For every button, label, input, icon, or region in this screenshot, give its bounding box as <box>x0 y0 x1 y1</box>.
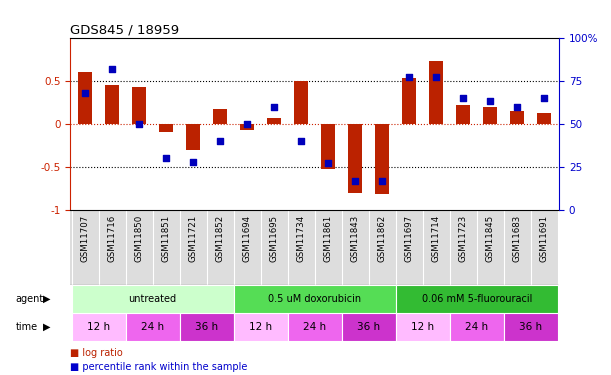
Bar <box>233 285 396 313</box>
Text: GSM11697: GSM11697 <box>404 214 414 262</box>
Bar <box>133 87 146 124</box>
Point <box>108 66 117 72</box>
Text: ▶: ▶ <box>43 322 50 332</box>
Bar <box>456 105 470 124</box>
Text: GSM11714: GSM11714 <box>432 214 441 262</box>
Text: agent: agent <box>15 294 43 304</box>
Bar <box>342 313 396 341</box>
Bar <box>213 109 227 124</box>
Bar <box>375 124 389 195</box>
Bar <box>538 112 551 124</box>
Text: GSM11850: GSM11850 <box>134 214 144 262</box>
Text: GDS845 / 18959: GDS845 / 18959 <box>70 23 180 36</box>
Point <box>485 98 495 104</box>
Point <box>404 74 414 80</box>
Text: 24 h: 24 h <box>141 322 164 332</box>
Bar <box>186 124 200 150</box>
Text: 24 h: 24 h <box>465 322 488 332</box>
Point <box>296 138 306 144</box>
Text: ▶: ▶ <box>43 294 50 304</box>
Point <box>512 104 522 110</box>
Text: 12 h: 12 h <box>411 322 434 332</box>
Text: GSM11695: GSM11695 <box>269 214 279 262</box>
Bar <box>295 81 308 124</box>
Bar <box>180 313 233 341</box>
Point <box>134 121 144 127</box>
Bar <box>71 313 126 341</box>
Point <box>161 155 171 161</box>
Bar <box>159 124 173 132</box>
Text: GSM11861: GSM11861 <box>324 214 332 262</box>
Point <box>243 121 252 127</box>
Text: GSM11683: GSM11683 <box>513 214 522 262</box>
Text: 0.5 uM doxorubicin: 0.5 uM doxorubicin <box>268 294 361 304</box>
Text: GSM11734: GSM11734 <box>297 214 306 262</box>
Text: untreated: untreated <box>128 294 177 304</box>
Bar <box>233 313 288 341</box>
Text: ■ percentile rank within the sample: ■ percentile rank within the sample <box>70 362 247 372</box>
Bar <box>105 85 119 124</box>
Text: GSM11723: GSM11723 <box>459 214 467 262</box>
Bar <box>78 72 92 124</box>
Point <box>350 178 360 184</box>
Text: 0.06 mM 5-fluorouracil: 0.06 mM 5-fluorouracil <box>422 294 532 304</box>
Point <box>80 90 90 96</box>
Text: 24 h: 24 h <box>303 322 326 332</box>
Text: GSM11852: GSM11852 <box>216 214 225 262</box>
Bar <box>396 313 450 341</box>
Text: GSM11721: GSM11721 <box>189 214 197 262</box>
Text: GSM11843: GSM11843 <box>351 214 360 262</box>
Bar <box>483 106 497 124</box>
Point <box>458 95 468 101</box>
Text: GSM11845: GSM11845 <box>486 214 495 262</box>
Point <box>323 160 333 166</box>
Text: GSM11691: GSM11691 <box>540 214 549 262</box>
Text: 36 h: 36 h <box>519 322 543 332</box>
Point <box>431 74 441 80</box>
Point <box>188 159 198 165</box>
Bar <box>268 118 281 124</box>
Bar <box>240 124 254 130</box>
Point <box>377 178 387 184</box>
Bar <box>510 111 524 124</box>
Text: GSM11694: GSM11694 <box>243 214 252 262</box>
Point <box>269 104 279 110</box>
Bar <box>396 285 558 313</box>
Text: 36 h: 36 h <box>195 322 218 332</box>
Bar <box>126 313 180 341</box>
Bar <box>450 313 503 341</box>
Bar <box>403 78 416 124</box>
Text: 12 h: 12 h <box>87 322 110 332</box>
Text: time: time <box>15 322 37 332</box>
Bar <box>321 124 335 170</box>
Bar <box>430 61 443 124</box>
Text: GSM11851: GSM11851 <box>162 214 170 262</box>
Bar <box>288 313 342 341</box>
Text: 36 h: 36 h <box>357 322 380 332</box>
Bar <box>348 124 362 193</box>
Text: GSM11862: GSM11862 <box>378 214 387 262</box>
Text: GSM11707: GSM11707 <box>81 214 90 262</box>
Text: 12 h: 12 h <box>249 322 273 332</box>
Text: GSM11716: GSM11716 <box>108 214 117 262</box>
Point <box>540 95 549 101</box>
Bar <box>503 313 558 341</box>
Bar <box>71 285 233 313</box>
Point <box>215 138 225 144</box>
Text: ■ log ratio: ■ log ratio <box>70 348 123 358</box>
